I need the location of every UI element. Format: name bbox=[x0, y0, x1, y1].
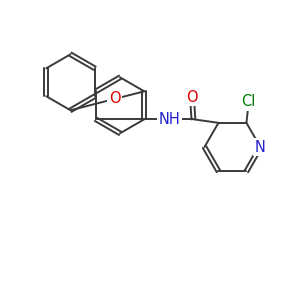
Text: Cl: Cl bbox=[242, 94, 256, 109]
Text: N: N bbox=[255, 140, 266, 154]
Text: O: O bbox=[186, 90, 198, 105]
Text: O: O bbox=[109, 92, 121, 106]
Text: NH: NH bbox=[158, 112, 180, 127]
